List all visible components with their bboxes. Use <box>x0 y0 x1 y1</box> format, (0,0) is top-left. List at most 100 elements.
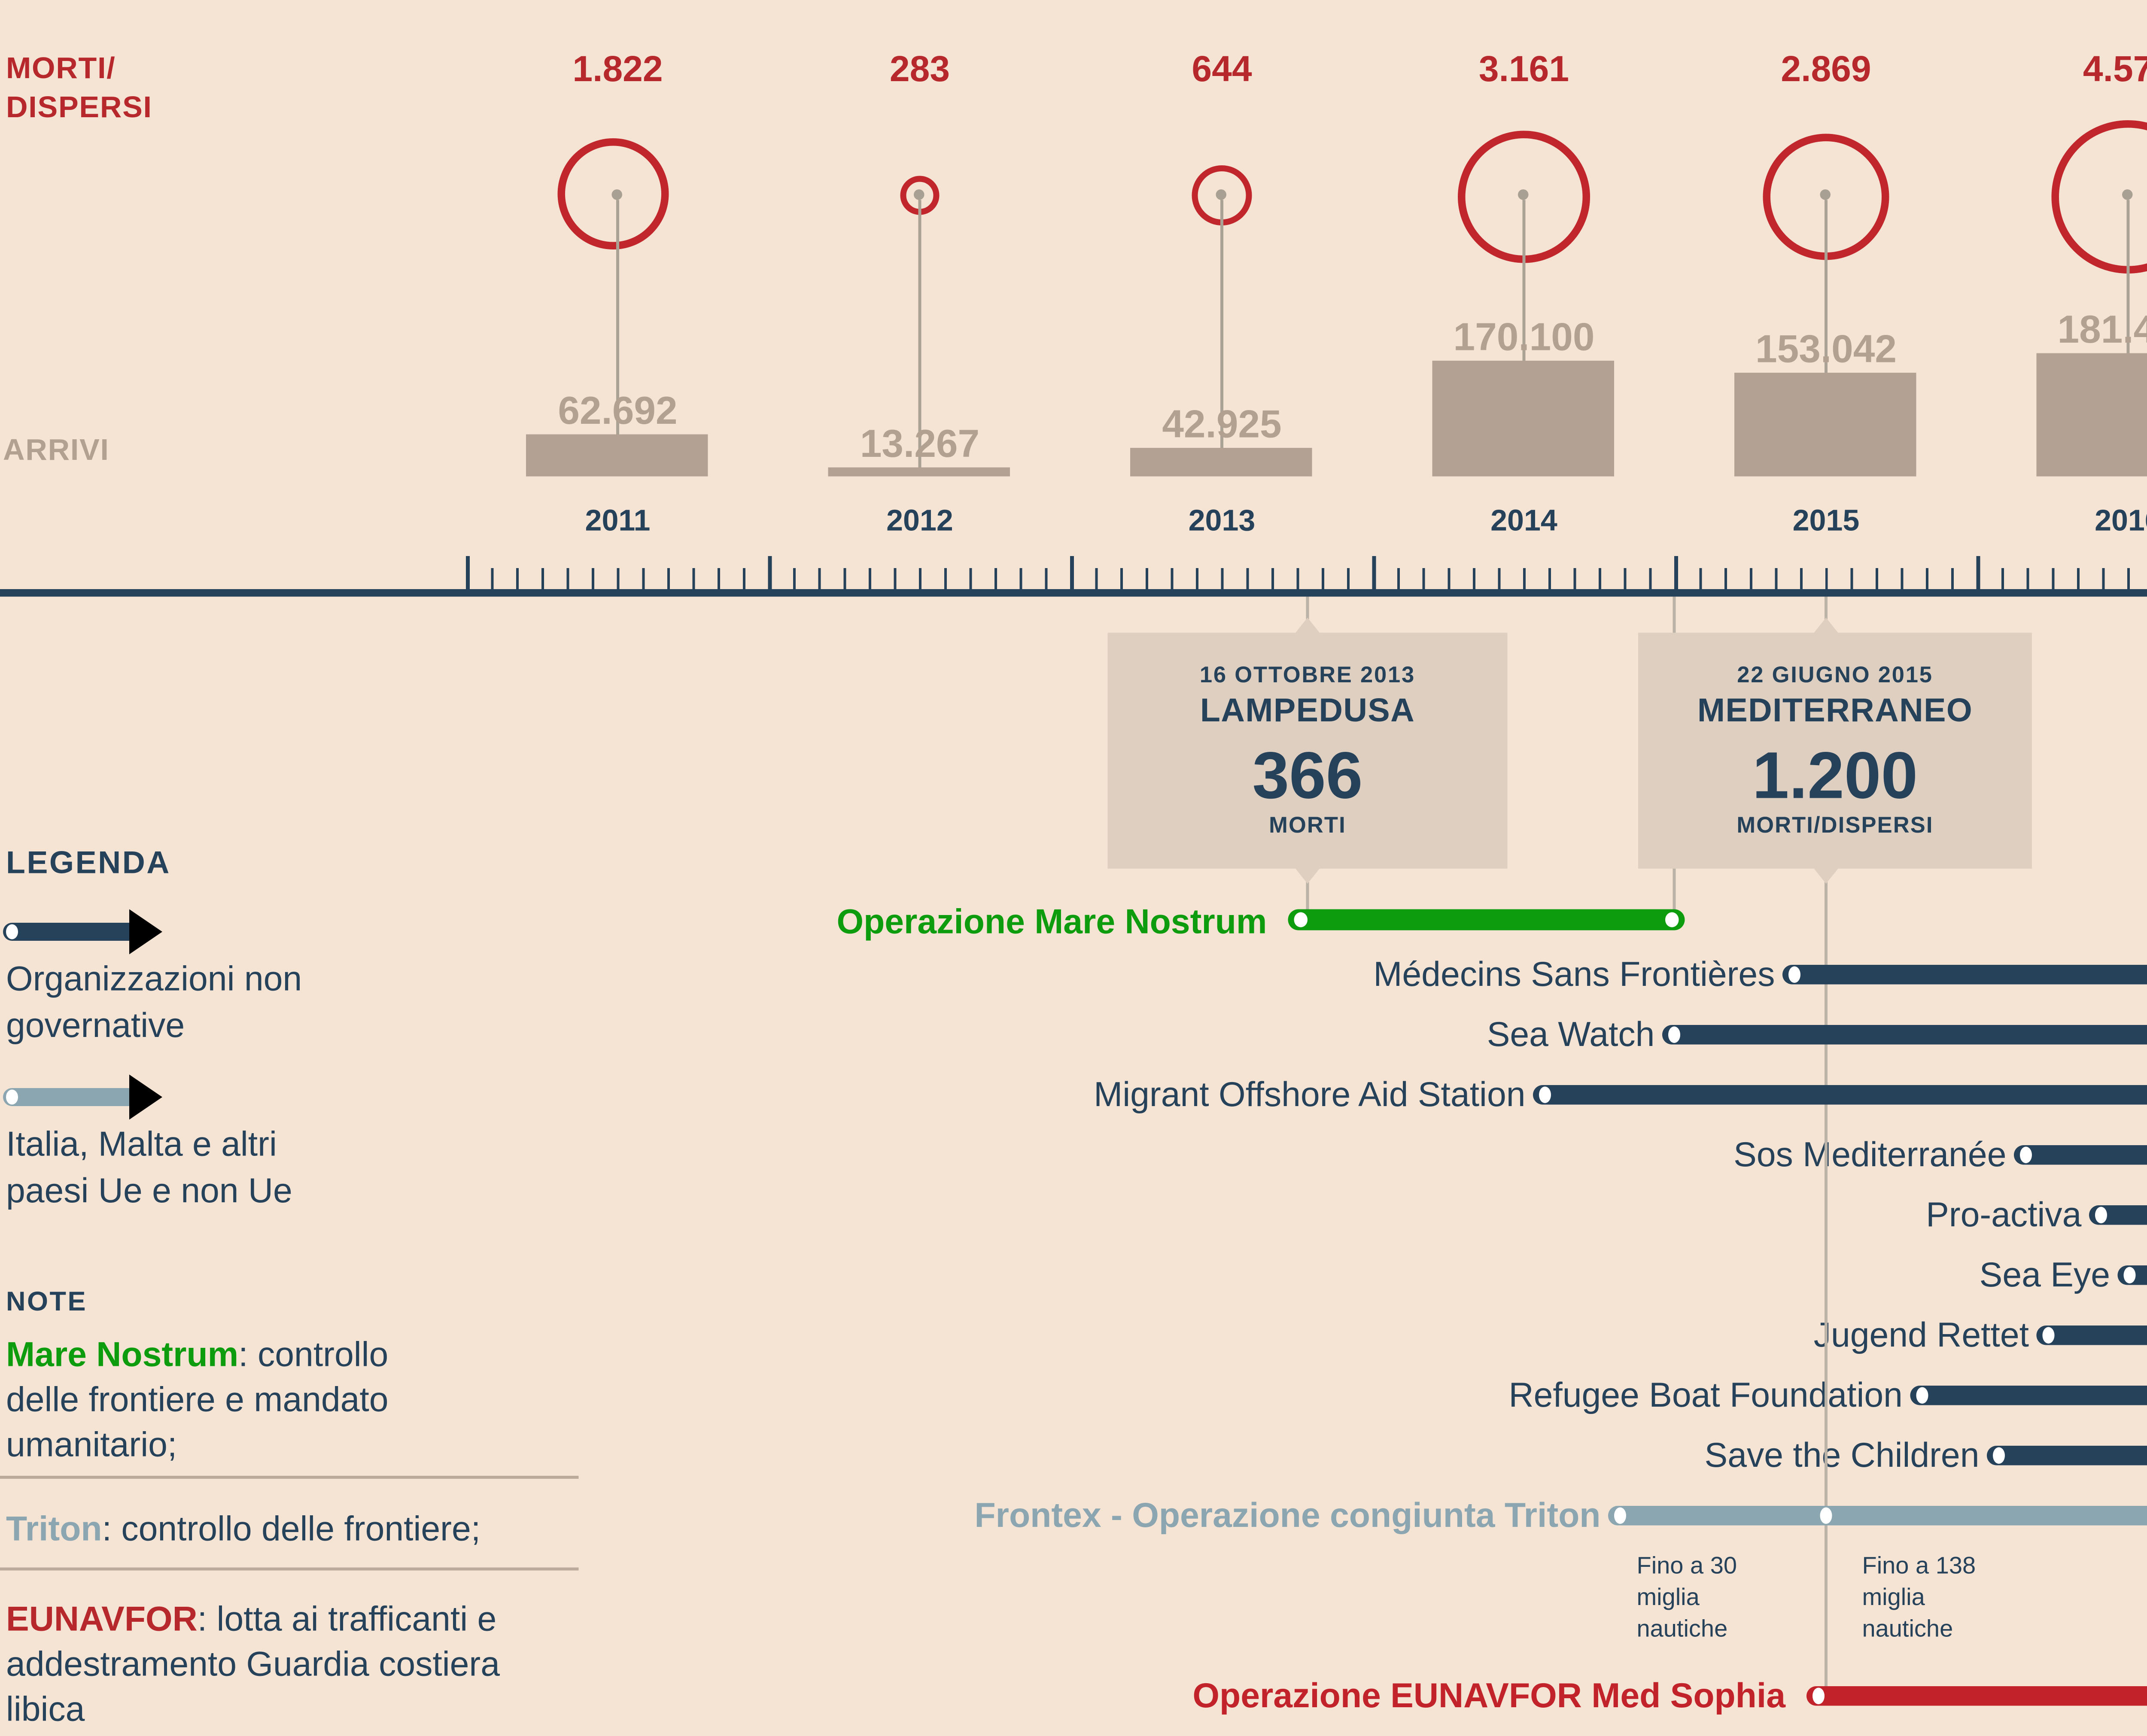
deaths-value-2016: 4.579 <box>2016 50 2147 92</box>
arrow-shaft <box>3 1088 129 1106</box>
ngo-label-moas: Migrant Offshore Aid Station <box>1094 1072 1525 1117</box>
callout-pointer-down <box>1814 869 1838 884</box>
mare-nostrum-bar <box>1288 909 1685 930</box>
bubble-center-dot-2011 <box>612 189 623 200</box>
deaths-value-2011: 1.822 <box>505 50 730 92</box>
ngo-label-sos-mediterranee: Sos Mediterranée <box>1733 1132 2006 1177</box>
legend-item-ngo: Organizzazioni non governative <box>6 956 352 1049</box>
event-callout-mediterraneo: 22 GIUGNO 2015 MEDITERRANEO 1.200 MORTI/… <box>1638 633 2032 869</box>
arrivals-value-2016: 181.436 <box>2008 307 2147 353</box>
bubble-center-dot-2015 <box>1820 189 1831 200</box>
arrow-shaft <box>1608 1505 2147 1525</box>
bubble-center-dot-2014 <box>1518 189 1529 200</box>
ngo-arrow-sea-watch <box>1662 1010 2147 1058</box>
event-date: 22 GIUGNO 2015 <box>1737 663 1933 689</box>
axis-major-ticks <box>466 556 2147 589</box>
arrivals-value-2011: 62.692 <box>498 388 738 435</box>
arrow-shaft <box>2014 1144 2147 1164</box>
legend-title: LEGENDA <box>6 846 171 882</box>
arrivals-bar-2014 <box>1432 361 1615 477</box>
eunavfor-label: Operazione EUNAVFOR Med Sophia <box>1192 1673 1785 1718</box>
arrivals-value-2014: 170.100 <box>1404 314 1644 361</box>
end-dot-icon <box>1665 912 1679 927</box>
callout-pointer-down <box>1295 869 1320 884</box>
ngo-arrow-jugend-rettet <box>2037 1310 2147 1359</box>
ngo-arrow-refugee-boat-foundation <box>1910 1371 2147 1419</box>
deaths-bubble-2016 <box>2052 120 2147 274</box>
event-caption: MORTI <box>1269 812 1346 838</box>
arrow-shaft <box>3 923 129 941</box>
ngo-arrow-sea-eye <box>2118 1250 2147 1298</box>
deaths-series-label-line2: DISPERSI <box>6 89 152 128</box>
bubble-center-dot-2013 <box>1216 189 1227 200</box>
callout-pointer-up <box>1295 618 1320 633</box>
ngo-label-msf: Médecins Sans Frontières <box>1373 952 1775 997</box>
arrow-shaft <box>1782 964 2147 984</box>
note-mare-nostrum: Mare Nostrum: controllo delle frontiere … <box>6 1332 457 1467</box>
ngo-arrow-save-the-children <box>1987 1431 2147 1479</box>
arrivals-bar-2011 <box>526 435 708 477</box>
event-callout-lampedusa: 16 OTTOBRE 2013 LAMPEDUSA 366 MORTI <box>1108 633 1508 869</box>
notes-title: NOTE <box>6 1286 87 1318</box>
divider <box>0 1476 579 1478</box>
start-dot-icon <box>1294 912 1308 927</box>
arrivals-bar-2012 <box>828 468 1010 477</box>
arrivals-series-label: ARRIVI <box>3 432 109 471</box>
year-label-2016: 2016 <box>2038 505 2147 540</box>
deaths-series-label: MORTI/ DISPERSI <box>6 50 152 128</box>
arrow-shaft <box>1533 1084 2147 1104</box>
frontex-arrow <box>1608 1491 2147 1539</box>
event-caption: MORTI/DISPERSI <box>1736 812 1933 838</box>
note-term: Mare Nostrum <box>6 1335 238 1374</box>
ngo-label-pro-activa: Pro-activa <box>1926 1192 2081 1237</box>
ngo-arrow-moas <box>1533 1070 2147 1118</box>
ngo-arrow-sos-mediterranee <box>2014 1130 2147 1178</box>
arrivals-bar-2016 <box>2037 353 2147 477</box>
event-place: LAMPEDUSA <box>1200 692 1415 731</box>
note-eunavfor: EUNAVFOR: lotta ai trafficanti e addestr… <box>6 1596 525 1731</box>
note-term: Triton <box>6 1509 102 1548</box>
mare-nostrum-label: Operazione Mare Nostrum <box>836 899 1267 944</box>
axis-line <box>0 589 2147 596</box>
eunavfor-arrow <box>1806 1671 2147 1719</box>
ngo-arrow-pro-activa <box>2089 1190 2147 1238</box>
year-label-2013: 2013 <box>1132 505 1312 540</box>
note-triton: Triton: controllo delle frontiere; <box>6 1506 592 1551</box>
legend-states-arrow <box>3 1075 162 1120</box>
legend-ngo-arrow <box>3 909 162 955</box>
deaths-value-2012: 283 <box>807 50 1033 92</box>
arrow-shaft <box>1987 1445 2147 1465</box>
bubble-center-dot-2012 <box>914 189 924 200</box>
year-label-2014: 2014 <box>1434 505 1614 540</box>
arrivals-bar-2013 <box>1130 448 1312 477</box>
deaths-value-2013: 644 <box>1109 50 1335 92</box>
event-value: 1.200 <box>1752 743 1918 812</box>
arrow-head-icon <box>129 1075 162 1120</box>
year-label-2012: 2012 <box>830 505 1010 540</box>
frontex-annotation-138-miles: Fino a 138 miglia nautiche <box>1862 1551 2007 1646</box>
frontex-annotation-30-miles: Fino a 30 miglia nautiche <box>1637 1551 1766 1646</box>
note-rest: : controllo delle frontiere; <box>102 1509 481 1548</box>
ngo-arrow-msf <box>1782 950 2147 998</box>
year-label-2011: 2011 <box>528 505 708 540</box>
ngo-label-jugend-rettet: Jugend Rettet <box>1814 1312 2029 1357</box>
ngo-label-refugee-boat-foundation: Refugee Boat Foundation <box>1508 1372 1903 1417</box>
ngo-label-sea-eye: Sea Eye <box>1980 1252 2110 1297</box>
deaths-value-2015: 2.869 <box>1713 50 1939 92</box>
arrow-head-icon <box>129 909 162 955</box>
start-dot-icon <box>6 924 18 939</box>
arrow-shaft <box>1806 1685 2147 1705</box>
legend-item-states: Italia, Malta e altri paesi Ue e non Ue <box>6 1121 359 1214</box>
bubble-center-dot-2016 <box>2122 189 2133 200</box>
start-dot-icon <box>6 1090 18 1105</box>
arrow-shaft <box>1910 1385 2147 1405</box>
arrivals-value-2013: 42.925 <box>1102 401 1342 448</box>
arrivals-value-2015: 153.042 <box>1706 326 1946 373</box>
arrivals-value-2012: 13.267 <box>800 421 1040 468</box>
divider <box>0 1568 579 1570</box>
ngo-label-save-the-children: Save the Children <box>1705 1432 1980 1478</box>
callout-pointer-up <box>1814 618 1838 633</box>
year-label-2015: 2015 <box>1736 505 1916 540</box>
